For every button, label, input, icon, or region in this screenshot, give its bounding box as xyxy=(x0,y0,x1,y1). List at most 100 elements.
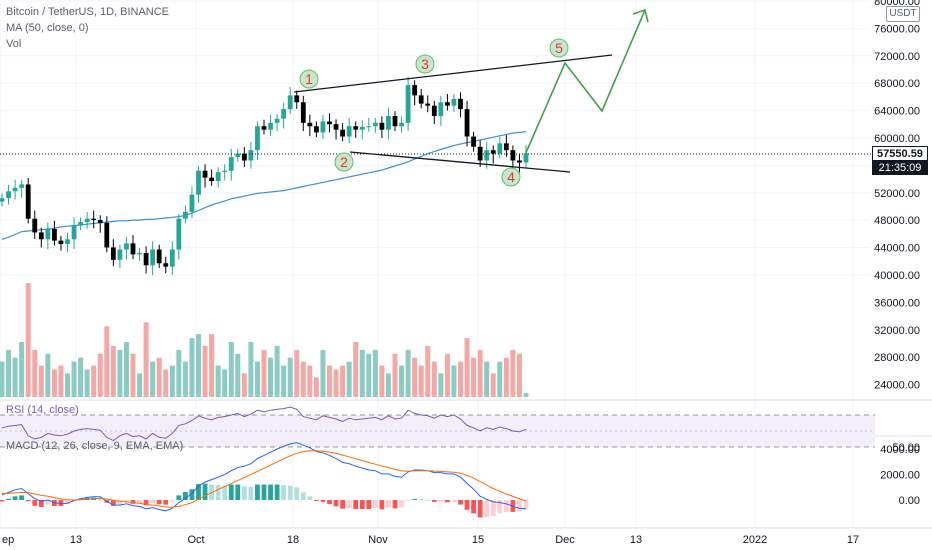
projection-arrowhead xyxy=(632,8,649,23)
macd-histogram-bar xyxy=(503,500,509,512)
time-tick-label: 18 xyxy=(287,534,299,546)
wave-label-4: 4 xyxy=(507,169,515,185)
volume-bar xyxy=(110,345,116,397)
volume-bar xyxy=(222,369,228,397)
macd-histogram-bar xyxy=(359,500,365,510)
macd-histogram-bar xyxy=(353,500,359,510)
time-tick-label: 13 xyxy=(70,534,82,546)
volume-bar xyxy=(65,373,70,397)
macd-histogram-bar xyxy=(405,500,411,501)
macd-histogram-bar xyxy=(314,500,319,501)
macd-histogram-bar xyxy=(464,500,470,510)
candle-body xyxy=(117,249,123,260)
volume-legend[interactable]: Vol xyxy=(6,38,22,50)
rsi-legend[interactable]: RSI (14, close) xyxy=(6,404,79,416)
volume-bar xyxy=(516,353,522,397)
macd-histogram-bar xyxy=(281,485,287,500)
candle-body xyxy=(340,129,345,137)
candle-body xyxy=(137,252,142,255)
candle-body xyxy=(176,218,182,250)
macd-histogram-bar xyxy=(12,496,18,500)
candle-body xyxy=(503,143,509,151)
candle-body xyxy=(268,122,273,130)
volume-bar xyxy=(379,365,385,397)
wave-label-1-marker xyxy=(299,69,319,89)
time-axis[interactable]: ep 13 Oct 18 Nov 15 Dec 13 2022 17 xyxy=(2,534,859,546)
candle-body xyxy=(52,228,57,241)
candle-body xyxy=(307,122,313,127)
candle-body xyxy=(248,150,254,161)
candle-body xyxy=(25,184,31,219)
macd-histogram-bar xyxy=(38,500,44,508)
candle-body xyxy=(12,187,18,192)
volume-bar xyxy=(268,357,274,397)
price-tick-label: 80000.00 xyxy=(874,0,920,8)
macd-histogram-bar xyxy=(25,500,31,502)
candle-body xyxy=(314,126,319,133)
volume-bar xyxy=(438,373,444,397)
volume-bar xyxy=(202,345,208,397)
time-tick-label: 13 xyxy=(630,534,642,546)
candle-body xyxy=(156,249,162,264)
signal-line xyxy=(1,450,527,508)
macd-tick-label: 0.00 xyxy=(899,495,920,507)
macd-histogram-bar xyxy=(65,500,70,505)
volume-bar xyxy=(156,357,162,397)
macd-histogram-bar xyxy=(379,500,385,510)
candle-body xyxy=(150,249,156,266)
candle-body xyxy=(169,249,175,267)
macd-histogram-bar xyxy=(517,500,522,512)
currency-button[interactable]: USDT xyxy=(886,6,920,22)
candle-body xyxy=(418,95,424,104)
chart-title[interactable]: Bitcoin / TetherUS, 1D, BINANCE xyxy=(6,6,170,18)
candle-body xyxy=(359,126,365,130)
macd-histogram-bar xyxy=(497,500,503,514)
volume-bar xyxy=(471,357,477,397)
volume-bar xyxy=(327,365,332,397)
ma-line xyxy=(1,131,527,240)
volume-bar xyxy=(372,349,378,397)
macd-histogram-bar xyxy=(97,498,103,500)
drawing-layer[interactable]: 1 2 3 4 5 xyxy=(0,8,872,187)
macd-histogram-bar xyxy=(438,500,444,502)
macd-histogram-bar xyxy=(196,484,201,500)
candle-body xyxy=(327,121,332,125)
macd-histogram-bar xyxy=(241,486,247,500)
candle-body xyxy=(124,243,129,250)
macd-histogram-bar xyxy=(372,500,378,508)
macd-histogram-bar xyxy=(235,484,241,500)
volume-bar xyxy=(490,373,496,397)
candle-body xyxy=(91,218,97,221)
macd-histogram-bar xyxy=(268,484,273,500)
candle-body xyxy=(235,153,241,158)
candle-body xyxy=(333,124,339,130)
volume-bar xyxy=(458,361,463,397)
volume-bar xyxy=(51,369,57,397)
volume-bar xyxy=(353,342,359,397)
macd-histogram-bar xyxy=(327,500,332,504)
candle-body xyxy=(222,170,228,173)
time-tick-label: Oct xyxy=(187,534,204,546)
price-tick-label: 40000.00 xyxy=(874,270,920,282)
macd-histogram-bar xyxy=(431,500,437,502)
volume-bar xyxy=(287,357,293,397)
time-tick-label: 2022 xyxy=(743,534,767,546)
candle-body xyxy=(510,150,516,161)
macd-histogram-bar xyxy=(222,485,228,500)
volume-bar xyxy=(241,373,247,397)
candle-body xyxy=(19,184,25,188)
volume-bar xyxy=(143,322,149,397)
price-tick-label: 72000.00 xyxy=(874,51,920,63)
price-tick-label: 36000.00 xyxy=(874,297,920,309)
price-axis[interactable]: 80000.00 76000.00 72000.00 68000.00 64000.00… xyxy=(874,0,920,507)
candlestick-series xyxy=(0,76,529,276)
volume-bar xyxy=(123,342,129,397)
price-tick-label: 76000.00 xyxy=(874,23,920,35)
macd-legend[interactable]: MACD (12, 26, close, 9, EMA, EMA) xyxy=(6,440,184,452)
macd-histogram-bar xyxy=(117,500,123,505)
ma-legend[interactable]: MA (50, close, 0) xyxy=(6,22,89,34)
macd-histogram-bar xyxy=(458,500,463,505)
macd-histogram-bar xyxy=(248,486,254,500)
volume-bar xyxy=(385,373,391,397)
